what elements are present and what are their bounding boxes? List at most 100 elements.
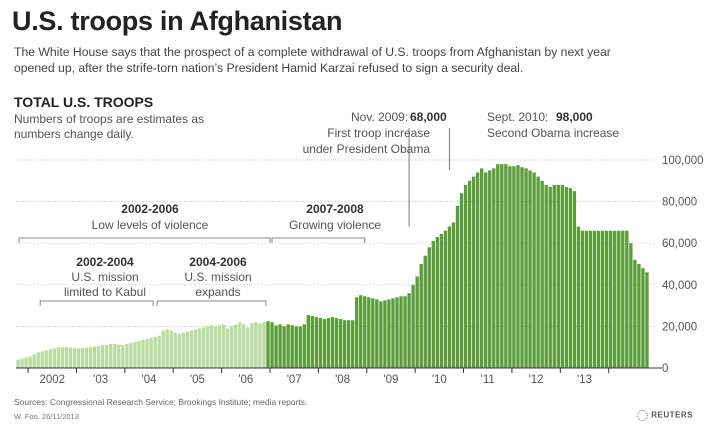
bar (234, 324, 238, 368)
x-axis-ticks: 2002 '03 '04 '05 '06 '07 '08 '09 '10 '11 '12 '13 (27, 368, 610, 386)
y-tick-label: 20,000 (662, 321, 697, 333)
bar (363, 296, 367, 368)
x-tick-label: '10 (432, 374, 447, 386)
bar (322, 319, 327, 368)
bar (613, 230, 617, 368)
bar (399, 296, 403, 368)
bar (419, 264, 423, 368)
bar (367, 297, 371, 368)
bar (629, 243, 633, 368)
bar (40, 351, 44, 368)
bar (254, 322, 258, 368)
sept2010-date: Sept. 2010: (487, 110, 548, 124)
bar (443, 230, 448, 368)
nov2009-line1: First troop increase (327, 126, 430, 140)
bar (379, 301, 383, 368)
reuters-logo: REUTERS (637, 410, 693, 421)
bar (492, 168, 496, 368)
bar (548, 187, 552, 368)
bar (129, 343, 133, 368)
bar (504, 164, 508, 368)
bar (516, 165, 520, 368)
bar (455, 205, 460, 368)
bar (334, 318, 339, 368)
bar (383, 300, 387, 368)
bar (467, 180, 472, 368)
bar (286, 324, 290, 368)
sept2010-value: 98,000 (556, 110, 593, 124)
y-tick-label: 40,000 (662, 280, 697, 292)
bar (568, 188, 573, 368)
bar (278, 324, 282, 368)
bar (596, 230, 601, 368)
bar (32, 354, 36, 368)
bar (435, 236, 439, 368)
annotation-lines (18, 128, 450, 306)
bar (153, 336, 157, 368)
page-subtitle: The White House says that the prospect o… (14, 45, 611, 75)
bar (88, 347, 93, 368)
page-title: U.S. troops in Afghanistan (12, 6, 343, 36)
bar (572, 191, 577, 368)
bar (431, 241, 435, 368)
chart-title: TOTAL U.S. TROOPS (14, 94, 154, 110)
bar (149, 337, 153, 368)
bar (258, 323, 262, 368)
bar (580, 230, 585, 368)
bar (576, 226, 581, 368)
bar (395, 297, 399, 368)
bar (56, 347, 61, 368)
bar (226, 328, 230, 368)
bar (600, 230, 605, 368)
bar (101, 345, 105, 368)
bar (621, 230, 625, 368)
y-tick-label: 60,000 (662, 238, 697, 250)
x-tick-label: '08 (335, 374, 350, 386)
bar (564, 187, 569, 368)
bar (475, 172, 480, 368)
reuters-logo-icon (637, 410, 649, 421)
bar (375, 299, 379, 368)
bar (294, 326, 298, 368)
bar (488, 170, 492, 368)
bar (302, 324, 306, 368)
bracket-2002-2004 (39, 300, 154, 306)
bar (173, 332, 177, 368)
bar (528, 170, 532, 368)
bar (342, 320, 347, 368)
bar (318, 318, 323, 368)
bar (169, 330, 173, 368)
bar (230, 326, 234, 368)
bar (109, 344, 113, 368)
bar (121, 344, 125, 368)
range-2002-2004-line1: U.S. mission (71, 270, 138, 284)
bar (588, 230, 593, 368)
bar (137, 340, 141, 368)
bar (201, 327, 206, 368)
bar (24, 357, 28, 368)
bar-series (16, 164, 649, 368)
bar (411, 284, 415, 368)
bar (314, 317, 319, 368)
bar (238, 322, 242, 368)
bar (105, 345, 109, 368)
bar (387, 299, 391, 368)
bar (165, 329, 169, 368)
bar (64, 347, 69, 368)
bar (556, 184, 560, 368)
range-2007-2008-label: 2007-2008 (306, 202, 364, 216)
bar (282, 326, 286, 368)
x-tick-label: '04 (142, 374, 158, 386)
bar (536, 176, 540, 368)
bar (451, 222, 456, 368)
bar (266, 321, 270, 368)
bar (540, 180, 544, 368)
chart-note: Numbers of troops are estimates as numbe… (14, 112, 205, 141)
x-tick-label: '13 (577, 374, 592, 386)
bar (338, 319, 343, 368)
bar (44, 350, 48, 368)
bracket-2002-2006 (18, 237, 271, 243)
bar (355, 297, 359, 368)
bar (36, 352, 40, 368)
bar (133, 342, 137, 368)
